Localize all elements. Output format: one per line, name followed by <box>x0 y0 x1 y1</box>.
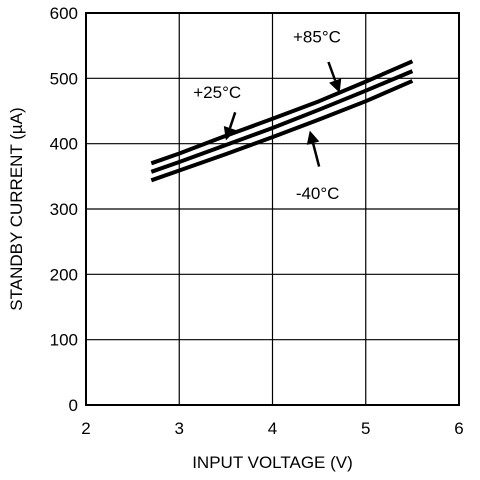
x-tick-label-5: 5 <box>361 419 370 438</box>
y-tick-labels: 0 100 200 300 400 500 600 <box>50 4 78 415</box>
x-tick-label-4: 4 <box>268 419 277 438</box>
series-line-25-c <box>150 69 414 174</box>
y-axis-title: STANDBY CURRENT (µA) <box>7 107 26 310</box>
x-axis-title: INPUT VOLTAGE (V) <box>192 453 353 472</box>
annotation-label-40-c: -40°C <box>296 184 340 203</box>
y-tick-label-600: 600 <box>50 4 78 23</box>
y-tick-label-0: 0 <box>69 396 78 415</box>
annotation-label-25-c: +25°C <box>193 83 241 102</box>
y-tick-label-100: 100 <box>50 331 78 350</box>
y-tick-label-400: 400 <box>50 135 78 154</box>
grid-lines <box>85 12 460 406</box>
annotation-arrow-85-c <box>327 61 337 81</box>
x-tick-label-6: 6 <box>454 419 463 438</box>
x-tick-labels: 2 3 4 5 6 <box>81 419 463 438</box>
x-tick-label-3: 3 <box>175 419 184 438</box>
x-tick-label-2: 2 <box>81 419 90 438</box>
series-lines <box>150 59 414 183</box>
annotations: +85°C +25°C -40°C <box>193 27 342 203</box>
series-line-85-c <box>150 59 414 166</box>
y-tick-label-200: 200 <box>50 265 78 284</box>
series-line-40-c <box>150 79 414 183</box>
annotation-arrow-40-c <box>311 142 321 167</box>
y-tick-label-300: 300 <box>50 200 78 219</box>
annotation-arrowhead-25-c <box>223 126 237 141</box>
annotation-label-85-c: +85°C <box>293 27 341 46</box>
annotation-arrowhead-85-c <box>329 78 342 93</box>
plot-frame <box>85 12 460 406</box>
y-tick-label-500: 500 <box>50 69 78 88</box>
annotation-arrowhead-40-c <box>306 130 320 145</box>
annotation-arrow-25-c <box>228 111 237 129</box>
